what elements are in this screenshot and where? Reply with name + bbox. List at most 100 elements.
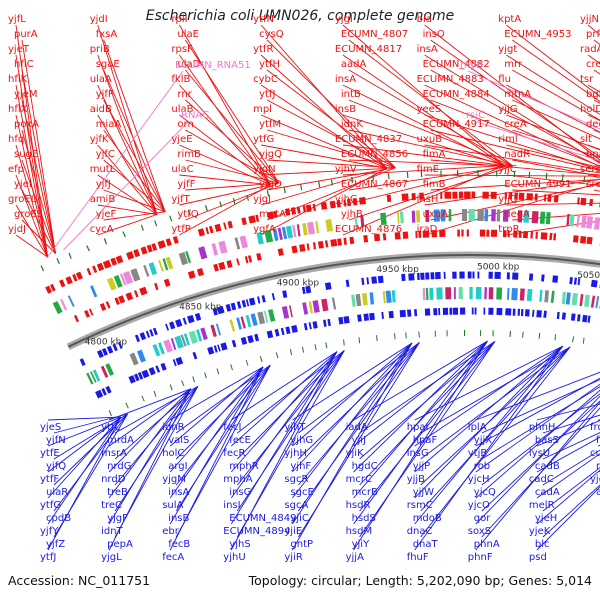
gene-label-reverse: cadB bbox=[535, 461, 560, 472]
feature-block bbox=[165, 256, 174, 270]
feature-block bbox=[240, 336, 248, 345]
gene-label-forward: ECUMN_4867 bbox=[341, 179, 408, 190]
leader-line bbox=[169, 366, 264, 447]
feature-block bbox=[213, 263, 219, 272]
map-title: Escherichia coli UMN026, complete genome bbox=[145, 8, 455, 24]
gene-label-forward: hflC bbox=[14, 59, 34, 70]
feature-block bbox=[211, 243, 218, 256]
tick-mark bbox=[86, 245, 90, 252]
feature-block bbox=[102, 259, 112, 269]
feature-block bbox=[264, 229, 274, 243]
leader-line bbox=[179, 184, 271, 206]
feature-block bbox=[337, 238, 342, 246]
gene-label-forward: groES bbox=[14, 209, 43, 220]
gene-label-forward: radA bbox=[580, 44, 600, 55]
gene-label-forward: ECUMN_4856 bbox=[341, 149, 408, 160]
gene-label-reverse: yjhU bbox=[223, 552, 245, 563]
leader-line bbox=[260, 54, 388, 169]
feature-block bbox=[92, 265, 98, 274]
gene-label-reverse: yjeK bbox=[529, 526, 551, 537]
feature-block bbox=[240, 316, 246, 329]
gene-label-reverse: frdB bbox=[590, 422, 600, 433]
feature-block bbox=[145, 330, 151, 338]
leader-line bbox=[536, 486, 600, 551]
feature-block bbox=[236, 258, 240, 266]
feature-block bbox=[284, 208, 291, 216]
leader-line bbox=[542, 432, 600, 460]
leader-line bbox=[353, 340, 488, 447]
leader-line bbox=[175, 364, 271, 538]
gene-label-forward: hpaR bbox=[586, 149, 600, 160]
leader-line bbox=[536, 436, 600, 473]
leader-line bbox=[292, 342, 413, 447]
genome-backbone bbox=[66, 251, 600, 350]
gene-label-reverse: hsdM bbox=[346, 526, 373, 537]
feature-block bbox=[151, 243, 158, 251]
feature-block bbox=[105, 301, 111, 309]
gene-label-reverse: argI bbox=[168, 461, 187, 472]
feature-block bbox=[363, 235, 369, 243]
gene-label-forward: ECUMN_4884 bbox=[423, 89, 490, 100]
leader-line bbox=[342, 84, 505, 167]
gene-label-reverse: cadC bbox=[529, 474, 554, 485]
feature-block bbox=[285, 326, 291, 335]
gene-label-reverse: valS bbox=[168, 435, 189, 446]
gene-label-forward: aidB bbox=[90, 104, 112, 115]
gene-label-rna: RNAC bbox=[181, 110, 209, 121]
gene-label-forward: iraD bbox=[417, 224, 438, 235]
feature-block bbox=[380, 212, 387, 226]
gene-label-forward: ECUMN_4917 bbox=[423, 119, 490, 130]
leader-line bbox=[298, 342, 420, 486]
leader-line bbox=[424, 54, 600, 164]
gene-label-reverse: soxS bbox=[468, 526, 491, 537]
feature-block bbox=[134, 334, 141, 343]
feature-block bbox=[247, 255, 253, 263]
gene-label-reverse: yjiK bbox=[346, 448, 364, 459]
gene-label-reverse: yjiC bbox=[290, 513, 308, 524]
gene-label-forward: yjjN bbox=[580, 14, 599, 25]
feature-block bbox=[226, 260, 233, 268]
leader-line bbox=[21, 159, 56, 254]
gene-label-forward: insA bbox=[335, 74, 356, 85]
feature-block bbox=[299, 244, 306, 252]
leader-line bbox=[179, 184, 271, 236]
leader-line bbox=[185, 159, 280, 184]
leader-line bbox=[236, 350, 345, 486]
leader-line bbox=[21, 219, 56, 254]
leader-line bbox=[359, 341, 496, 538]
feature-block bbox=[192, 351, 198, 360]
gene-label-forward: yjfF bbox=[177, 179, 195, 190]
feature-block bbox=[234, 237, 241, 250]
gene-label-reverse: phnF bbox=[468, 552, 493, 563]
leader-line bbox=[512, 213, 600, 221]
leader-line bbox=[185, 129, 280, 184]
gene-label-reverse: melR bbox=[529, 500, 555, 511]
leader-line bbox=[230, 351, 338, 499]
gene-label-forward: slt bbox=[580, 134, 592, 145]
feature-block bbox=[363, 313, 370, 321]
leader-line bbox=[179, 174, 271, 186]
leader-line bbox=[414, 345, 564, 473]
gene-label-reverse: yjjB bbox=[407, 474, 425, 485]
gene-label-reverse: fecR bbox=[223, 448, 245, 459]
feature-block bbox=[154, 282, 159, 291]
gene-label-forward: riml bbox=[498, 134, 517, 145]
feature-block bbox=[266, 211, 275, 220]
gene-label-reverse: yjgL bbox=[101, 552, 122, 563]
feature-block bbox=[290, 207, 297, 215]
leader-line bbox=[47, 416, 121, 421]
gene-label-reverse: ytfJ bbox=[40, 552, 56, 563]
leader-line bbox=[53, 413, 128, 512]
leader-line bbox=[506, 24, 600, 98]
leader-line bbox=[169, 366, 264, 473]
gene-label-forward: fimB bbox=[423, 179, 446, 190]
gene-label-reverse: cpdB bbox=[46, 513, 71, 524]
leader-line bbox=[179, 24, 271, 186]
gene-label-reverse: hpaI bbox=[407, 422, 429, 433]
gene-label-forward: priB bbox=[90, 44, 110, 55]
leader-line bbox=[348, 69, 514, 167]
gene-label-forward: ECUMN_4882 bbox=[423, 59, 490, 70]
feature-block bbox=[174, 335, 184, 349]
gene-label-forward: ECUMN_4953 bbox=[504, 29, 571, 40]
